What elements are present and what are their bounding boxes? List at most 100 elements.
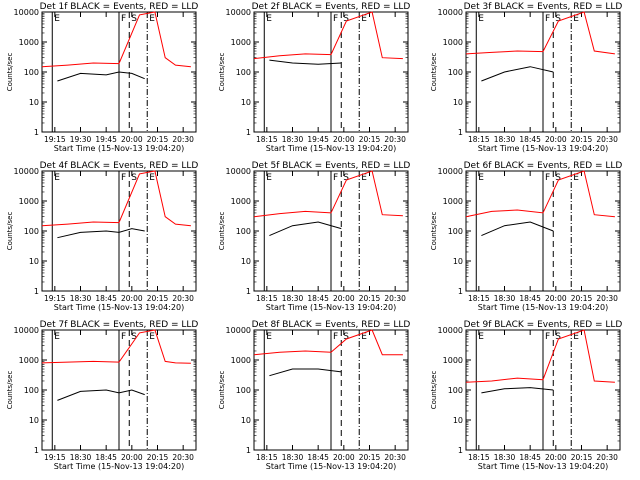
event-marker-label: S (555, 173, 561, 183)
y-tick-label: 10000 (226, 167, 251, 176)
x-axis-label: Start Time (15-Nov-13 19:04:20) (478, 303, 608, 312)
event-marker-label: E (54, 14, 60, 24)
x-tick-label: 18:45 (519, 453, 541, 462)
events-series-line (481, 66, 554, 82)
x-tick-label: 19:15 (44, 453, 66, 462)
y-tick-label: 1000 (231, 356, 251, 365)
event-marker-label: E (149, 14, 155, 24)
x-tick-label: 18:45 (307, 453, 329, 462)
panel-title: Det 1f BLACK = Events, RED = LLD (40, 2, 199, 12)
x-tick-label: 18:30 (282, 453, 304, 462)
event-marker-label: F (545, 173, 550, 183)
x-axis-label: Start Time (15-Nov-13 19:04:20) (478, 462, 608, 471)
event-marker-label: E (361, 332, 367, 342)
x-tick-label: 20:30 (172, 453, 194, 462)
lld-series-line (41, 11, 191, 68)
event-marker-label: S (343, 332, 349, 342)
y-tick-label: 1 (34, 128, 39, 137)
event-marker-label: S (343, 14, 349, 24)
event-marker-label: E (149, 332, 155, 342)
x-tick-label: 18:30 (70, 453, 92, 462)
y-tick-label: 100 (236, 386, 251, 395)
event-marker-label: S (343, 173, 349, 183)
y-axis: 1 10 100 1000 10000 (226, 326, 408, 455)
detector-panel-3: Det 3f BLACK = Events, RED = LLD 1 10 100 10… (430, 2, 622, 153)
x-axis-label: Start Time (15-Nov-13 19:04:20) (54, 303, 184, 312)
panel-title: Det 3f BLACK = Events, RED = LLD (464, 2, 623, 12)
x-tick-label: 20:15 (571, 453, 593, 462)
lld-series-line (465, 329, 615, 383)
event-marker-label: E (573, 14, 579, 24)
event-marker-label: F (333, 332, 338, 342)
event-marker-label: E (361, 14, 367, 24)
detector-panel-9: Det 9f BLACK = Events, RED = LLD 1 10 100 10… (430, 320, 622, 471)
y-tick-label: 100 (236, 68, 251, 77)
panel-title: Det 9f BLACK = Events, RED = LLD (464, 320, 623, 330)
y-tick-label: 100 (448, 68, 463, 77)
x-tick-label: 20:00 (121, 294, 143, 303)
y-tick-label: 1 (246, 287, 251, 296)
x-tick-label: 20:15 (359, 453, 381, 462)
detector-panel-1: Det 1f BLACK = Events, RED = LLD 1 10 100 10… (6, 2, 198, 153)
panel-title: Det 6f BLACK = Events, RED = LLD (464, 161, 623, 171)
panel-title: Det 4f BLACK = Events, RED = LLD (40, 161, 199, 171)
y-tick-label: 10 (453, 416, 463, 425)
events-series-line (57, 228, 145, 239)
y-tick-label: 10 (241, 416, 251, 425)
x-tick-label: 20:15 (147, 135, 169, 144)
event-marker-label: S (131, 332, 137, 342)
x-axis: 18:15 18:30 18:45 20:00 20:15 20:30 (468, 171, 618, 303)
x-tick-label: 20:15 (147, 294, 169, 303)
x-axis: 19:15 18:30 18:45 20:00 20:15 20:30 (44, 330, 194, 462)
y-tick-label: 100 (24, 68, 39, 77)
x-tick-label: 18:45 (519, 294, 541, 303)
y-tick-label: 1 (246, 128, 251, 137)
x-tick-label: 18:15 (256, 135, 278, 144)
y-tick-label: 100 (448, 386, 463, 395)
x-axis-label: Start Time (15-Nov-13 19:04:20) (54, 462, 184, 471)
event-marker-label: E (54, 332, 60, 342)
y-tick-label: 1000 (19, 38, 39, 47)
x-tick-label: 18:45 (307, 294, 329, 303)
detector-panel-5: Det 5f BLACK = Events, RED = LLD 1 10 100 10… (218, 161, 410, 312)
y-tick-label: 10000 (438, 326, 463, 335)
events-series-line (481, 221, 554, 237)
x-tick-label: 20:00 (545, 135, 567, 144)
x-tick-label: 20:15 (147, 453, 169, 462)
event-marker-label: F (121, 332, 126, 342)
y-tick-label: 100 (236, 227, 251, 236)
y-axis-label: Counts/sec (430, 212, 438, 251)
lld-series-line (253, 11, 403, 60)
y-tick-label: 10000 (14, 326, 39, 335)
y-tick-label: 1 (34, 287, 39, 296)
x-tick-label: 18:30 (494, 294, 516, 303)
x-tick-label: 20:00 (121, 135, 143, 144)
y-tick-label: 100 (24, 386, 39, 395)
y-tick-label: 10000 (226, 326, 251, 335)
events-series-line (57, 389, 145, 401)
x-tick-label: 20:15 (359, 294, 381, 303)
panel-title: Det 7f BLACK = Events, RED = LLD (40, 320, 199, 330)
x-tick-label: 19:45 (307, 135, 329, 144)
event-marker-label: E (266, 332, 272, 342)
y-tick-label: 10 (241, 98, 251, 107)
y-axis-label: Counts/sec (218, 212, 226, 251)
x-tick-label: 18:30 (70, 294, 92, 303)
event-marker-label: S (555, 14, 561, 24)
y-tick-label: 1 (458, 446, 463, 455)
y-axis-label: Counts/sec (6, 371, 14, 410)
y-axis: 1 10 100 1000 10000 (438, 326, 620, 455)
x-tick-label: 20:30 (384, 294, 406, 303)
x-tick-label: 20:00 (333, 294, 355, 303)
y-tick-label: 100 (24, 227, 39, 236)
y-tick-label: 10 (29, 416, 39, 425)
x-tick-label: 19:45 (95, 135, 117, 144)
y-tick-label: 100 (448, 227, 463, 236)
event-marker-label: E (573, 173, 579, 183)
x-tick-label: 20:30 (596, 294, 618, 303)
x-tick-label: 18:30 (494, 453, 516, 462)
lld-series-line (253, 170, 403, 218)
x-tick-label: 18:15 (468, 453, 490, 462)
y-tick-label: 10 (241, 257, 251, 266)
lld-series-line (465, 170, 615, 218)
